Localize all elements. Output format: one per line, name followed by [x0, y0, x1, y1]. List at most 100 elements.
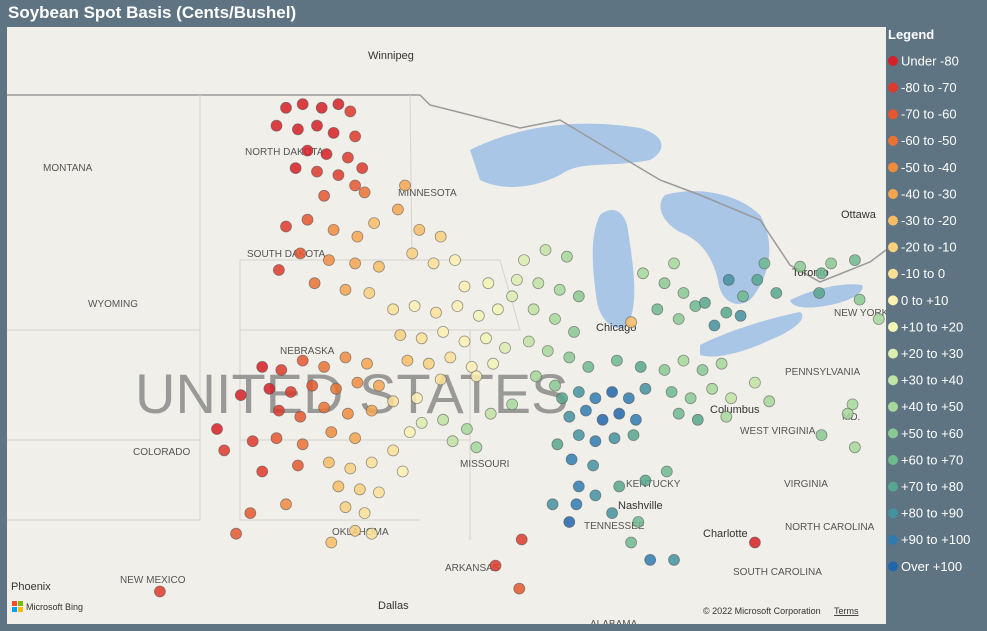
point — [460, 423, 473, 435]
logo — [18, 607, 23, 612]
point — [311, 165, 323, 178]
place-label: MINNESOTA — [398, 188, 457, 199]
point — [387, 395, 400, 408]
point — [751, 273, 764, 286]
place-label: SOUTH CAROLINA — [733, 567, 822, 578]
point — [430, 306, 442, 319]
place-label: Dallas — [378, 600, 409, 612]
point — [849, 254, 861, 267]
point — [825, 257, 837, 270]
point — [677, 354, 690, 367]
point — [387, 444, 400, 457]
point — [672, 313, 685, 325]
point — [722, 273, 735, 286]
legend-swatch — [888, 348, 898, 359]
place-label: WEST VIRGINIA — [740, 426, 816, 437]
point — [444, 351, 457, 364]
legend-swatch — [888, 481, 898, 492]
lake-huron — [660, 191, 770, 304]
point — [387, 303, 400, 316]
place-label: PENNSYLVANIA — [785, 367, 861, 378]
point — [332, 169, 345, 182]
point — [561, 250, 573, 263]
point — [484, 407, 497, 420]
point — [715, 357, 728, 370]
point — [480, 332, 492, 345]
legend-label: -30 to -20 — [901, 213, 957, 228]
point — [289, 162, 302, 175]
point — [280, 220, 292, 233]
legend-label: +50 to +60 — [901, 426, 963, 441]
legend-label: -70 to -60 — [901, 107, 957, 122]
point — [563, 516, 576, 528]
point — [458, 280, 471, 293]
land — [7, 27, 886, 624]
point — [296, 438, 309, 451]
legend-swatch — [888, 428, 898, 439]
point — [320, 148, 333, 161]
point — [553, 283, 566, 296]
point — [632, 516, 645, 528]
legend-label: +10 to +20 — [901, 319, 963, 334]
lake-ontario — [790, 284, 863, 308]
legend-label: +30 to +40 — [901, 373, 963, 388]
lake-erie — [700, 312, 803, 357]
point — [244, 507, 257, 519]
point — [606, 507, 618, 519]
point — [627, 429, 640, 442]
legend-swatch — [888, 109, 898, 120]
point — [668, 554, 680, 566]
legend-label: 0 to +10 — [901, 293, 948, 308]
point — [349, 130, 362, 143]
point — [458, 335, 471, 348]
point — [587, 459, 599, 472]
legend-swatch — [888, 135, 898, 146]
place-label: Ottawa — [841, 209, 877, 221]
logo — [12, 601, 17, 606]
legend-label: -40 to -30 — [901, 186, 957, 201]
legend-swatch — [888, 82, 898, 93]
legend-swatch — [888, 508, 898, 519]
terms-link[interactable]: Terms — [834, 606, 859, 616]
point — [582, 360, 595, 373]
place-label: VIRGINIA — [784, 479, 828, 490]
point — [611, 354, 623, 367]
point — [625, 316, 637, 329]
point — [339, 501, 352, 514]
point — [322, 254, 335, 267]
point — [658, 277, 671, 290]
point — [511, 273, 523, 286]
point — [580, 404, 592, 417]
legend-label: -60 to -50 — [901, 133, 957, 148]
point — [487, 357, 500, 370]
point — [256, 465, 269, 478]
point — [311, 119, 323, 132]
point — [437, 413, 450, 426]
point — [301, 213, 314, 226]
lake-michigan — [592, 210, 635, 329]
point — [770, 287, 783, 299]
place-label: Nashville — [618, 500, 663, 512]
point — [327, 223, 340, 236]
point — [691, 413, 704, 426]
point — [572, 290, 585, 303]
legend-swatch — [888, 375, 898, 386]
point — [341, 151, 354, 164]
legend-label: +20 to +30 — [901, 346, 963, 361]
point — [813, 287, 826, 299]
point — [153, 585, 166, 598]
point — [401, 354, 414, 367]
point — [815, 429, 828, 442]
point — [563, 351, 576, 364]
point — [356, 162, 369, 175]
point — [415, 416, 428, 429]
place-label: MISSOURI — [460, 459, 509, 470]
legend-label: Over +100 — [901, 559, 962, 574]
place-label: NEBRASKA — [280, 346, 335, 357]
point — [568, 325, 580, 338]
legend-swatch — [888, 268, 898, 279]
legend-swatch — [888, 295, 898, 306]
point — [660, 465, 673, 478]
logo — [12, 607, 17, 612]
point — [513, 582, 526, 595]
